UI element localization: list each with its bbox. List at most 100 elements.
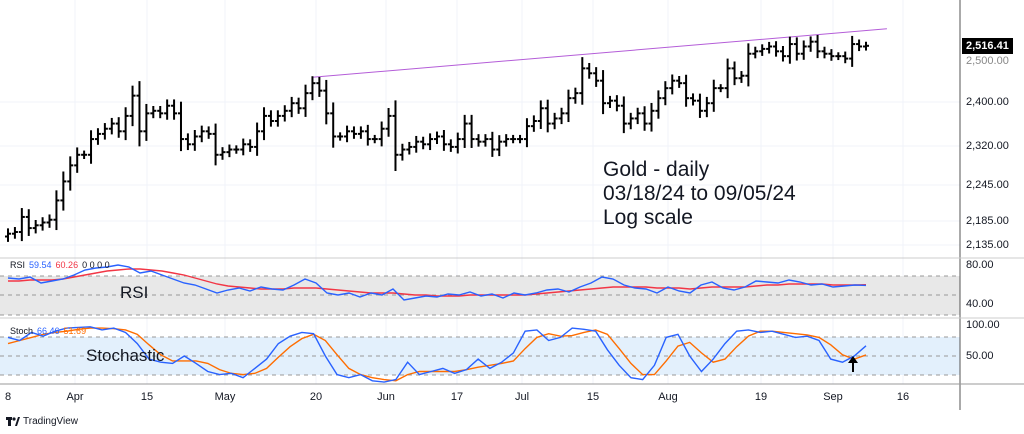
ohlc-bar [316, 76, 323, 97]
rsi-tick: 80.00 [966, 259, 994, 271]
time-axis-label: 15 [140, 391, 154, 403]
ohlc-bar [198, 125, 205, 143]
ohlc-bar [378, 121, 385, 147]
ohlc-bar [420, 136, 427, 150]
time-axis-label: Aug [658, 391, 678, 403]
ohlc-bar [11, 227, 18, 239]
ohlc-bar [849, 35, 856, 67]
grid [0, 0, 960, 384]
ohlc-bar [434, 131, 440, 145]
ohlc-bar [565, 89, 572, 123]
ohlc-bar [745, 43, 752, 87]
tradingview-logo-text: TradingView [23, 416, 79, 427]
ohlc-bar [551, 112, 558, 130]
rsi-ma-value: 60.26 [55, 260, 79, 270]
ohlc-bar [759, 44, 766, 56]
ohlc-bar [738, 71, 745, 83]
rsi-tick: 40.00 [966, 298, 994, 310]
ohlc-bar [793, 37, 800, 61]
ohlc-bar [593, 67, 600, 87]
ohlc-bar [731, 61, 738, 86]
time-axis-label: May [214, 391, 236, 403]
ohlc-bar [683, 74, 690, 107]
ohlc-bar [773, 41, 780, 57]
ohlc-bar [641, 106, 648, 131]
ohlc-bar [779, 46, 786, 62]
ohlc-bar [219, 147, 226, 160]
time-axis-label: 15 [586, 391, 600, 403]
chart-annotation: Gold - daily 03/18/24 to 09/05/24 Log sc… [603, 158, 796, 230]
ohlc-bar [842, 51, 849, 64]
ohlc-bar [627, 112, 634, 130]
ohlc-bar [482, 134, 489, 147]
ohlc-bar [309, 76, 316, 101]
ohlc-bar [447, 139, 454, 152]
ohlc-bar [413, 135, 420, 153]
ohlc-bar [690, 93, 697, 106]
time-axis-label: Jul [514, 391, 530, 403]
rsi-title: RSI [120, 283, 149, 302]
ohlc-bar [669, 74, 676, 95]
ohlc-bar [122, 107, 129, 141]
ohlc-bar [821, 46, 828, 59]
ohlc-bar [620, 96, 627, 134]
ohlc-bar [544, 99, 551, 133]
ohlc-bar [800, 40, 807, 60]
ohlc-bar [530, 115, 537, 132]
ohlc-bar [364, 124, 371, 146]
ohlc-bar [88, 130, 95, 164]
ohlc-bar [537, 100, 544, 129]
ohlc-bar [710, 79, 717, 112]
price-tick: 2,400.00 [966, 96, 1009, 108]
time-axis-label: 16 [896, 391, 910, 403]
ohlc-bar [766, 41, 773, 54]
ohlc-bar [81, 150, 88, 160]
ohlc-bar [648, 102, 655, 132]
stoch-legend: Stoch 66.46 51.69 [10, 326, 90, 336]
ohlc-bar [676, 75, 683, 88]
ohlc-bar [67, 156, 74, 191]
ohlc-bar [696, 93, 703, 118]
ohlc-bar [101, 123, 108, 140]
ohlc-bar [288, 96, 295, 118]
ohlc-bar [655, 90, 662, 119]
ohlc-bar [177, 101, 184, 152]
ohlc-bar [427, 133, 434, 151]
stoch-k-value: 66.46 [37, 326, 60, 336]
ohlc-bar [475, 134, 482, 147]
ohlc-bar [39, 217, 46, 231]
ohlc-bar [247, 139, 254, 152]
ohlc-bar [392, 100, 399, 171]
ohlc-bar [323, 79, 330, 125]
tradingview-logo[interactable]: TradingView [6, 416, 78, 427]
indicator-lines [7, 264, 867, 383]
time-axis-label: Sep [823, 391, 843, 403]
ohlc-bar [350, 126, 357, 139]
ohlc-bar [371, 134, 378, 144]
ohlc-bar [337, 132, 344, 141]
rsi-line [7, 264, 867, 301]
ohlc-bar [212, 123, 219, 166]
last-price-label: 2,516.41 [962, 38, 1013, 54]
ohlc-bar [171, 99, 178, 120]
price-tick: 2,245.00 [966, 179, 1009, 191]
ohlc-bar [613, 95, 620, 112]
ohlc-bar [503, 134, 510, 147]
ohlc-bar [32, 219, 39, 234]
time-axis-label: Jun [377, 391, 395, 403]
ohlc-bar [510, 134, 517, 144]
ohlc-bar [606, 95, 613, 109]
ohlc-bar [295, 97, 302, 114]
stoch-tick: 50.00 [966, 350, 994, 362]
time-axis-label: 19 [754, 391, 768, 403]
ohlc-bar [5, 228, 11, 242]
ohlc-bar [74, 147, 81, 173]
ohlc-bar [233, 145, 240, 154]
ohlc-bar [46, 214, 53, 228]
ohlc-bar [274, 110, 281, 127]
time-axis-label: 17 [450, 391, 464, 403]
rsi-legend: RSI 59.54 60.26 0 0 0 0 [10, 260, 114, 270]
ohlc-bar [634, 107, 641, 125]
ohlc-bar [786, 36, 793, 64]
